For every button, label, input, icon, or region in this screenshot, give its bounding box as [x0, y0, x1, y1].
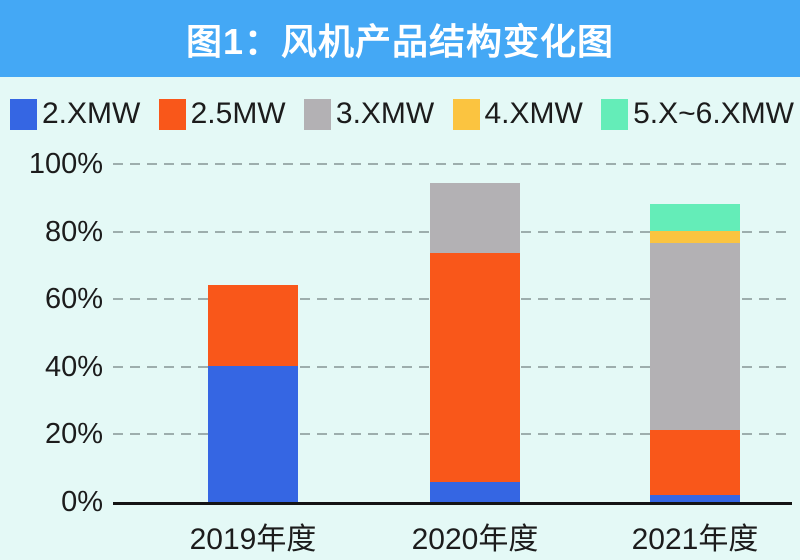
plot-area: 0% 20% 40% 60% 80% 100% 2019年度 2020年度 2021年度: [29, 148, 792, 556]
bar-segment-2.5MW: [430, 253, 520, 482]
chart-title: 图1：风机产品结构变化图: [185, 20, 615, 62]
legend-swatch-icon: [158, 98, 186, 130]
y-axis-tick-label: 60%: [44, 283, 103, 316]
legend-swatch-icon: [10, 98, 37, 130]
y-axis-tick-label: 20%: [44, 418, 103, 451]
y-axis-tick-label: 100%: [28, 148, 103, 180]
legend-item-2.XMW: 2.XMW: [10, 97, 141, 130]
gridline-100%: [113, 163, 792, 165]
bar-segment-2.XMW: [208, 365, 298, 502]
bar-2021年度: [650, 203, 740, 502]
legend-label: 4.XMW: [484, 97, 583, 130]
legend-item-3.XMW: 3.XMW: [303, 97, 435, 130]
legend-item-2.5MW: 2.5MW: [158, 97, 286, 130]
bar-segment-3.XMW: [650, 242, 740, 431]
bar-segment-2.XMW: [430, 481, 520, 502]
y-axis-tick-label: 0%: [61, 486, 103, 518]
x-axis-tick-label: 2021年度: [631, 523, 759, 556]
legend-label: 5.X~6.XMW: [633, 97, 794, 130]
x-axis-tick-label: 2019年度: [189, 523, 317, 556]
y-axis-tick-label: 80%: [44, 215, 103, 248]
bar-2019年度: [208, 285, 298, 502]
bar-segment-2.5MW: [208, 285, 298, 366]
legend-swatch-icon: [601, 98, 629, 130]
legend-label: 2.XMW: [42, 97, 141, 130]
legend-swatch-icon: [452, 98, 480, 130]
bar-segment-2.XMW: [650, 495, 740, 502]
legend-swatch-icon: [303, 98, 331, 130]
bar-2020年度: [430, 183, 520, 502]
bar-segment-2.5MW: [650, 430, 740, 496]
legend-item-5.X~6.XMW: 5.X~6.XMW: [601, 97, 794, 130]
bar-segment-3.XMW: [430, 183, 520, 254]
y-axis-tick-label: 40%: [44, 350, 103, 383]
x-axis-tick-label: 2020年度: [411, 523, 539, 556]
bar-segment-5.X~6.XMW: [650, 203, 740, 231]
title-banner: 图1：风机产品结构变化图: [0, 0, 800, 77]
legend-item-4.XMW: 4.XMW: [452, 97, 583, 130]
bar-segment-4.XMW: [650, 230, 740, 243]
legend: 2.XMW 2.5MW 3.XMW 4.XMW 5.X~6.XMW: [0, 96, 800, 132]
legend-label: 2.5MW: [190, 97, 286, 130]
legend-label: 3.XMW: [335, 97, 435, 130]
